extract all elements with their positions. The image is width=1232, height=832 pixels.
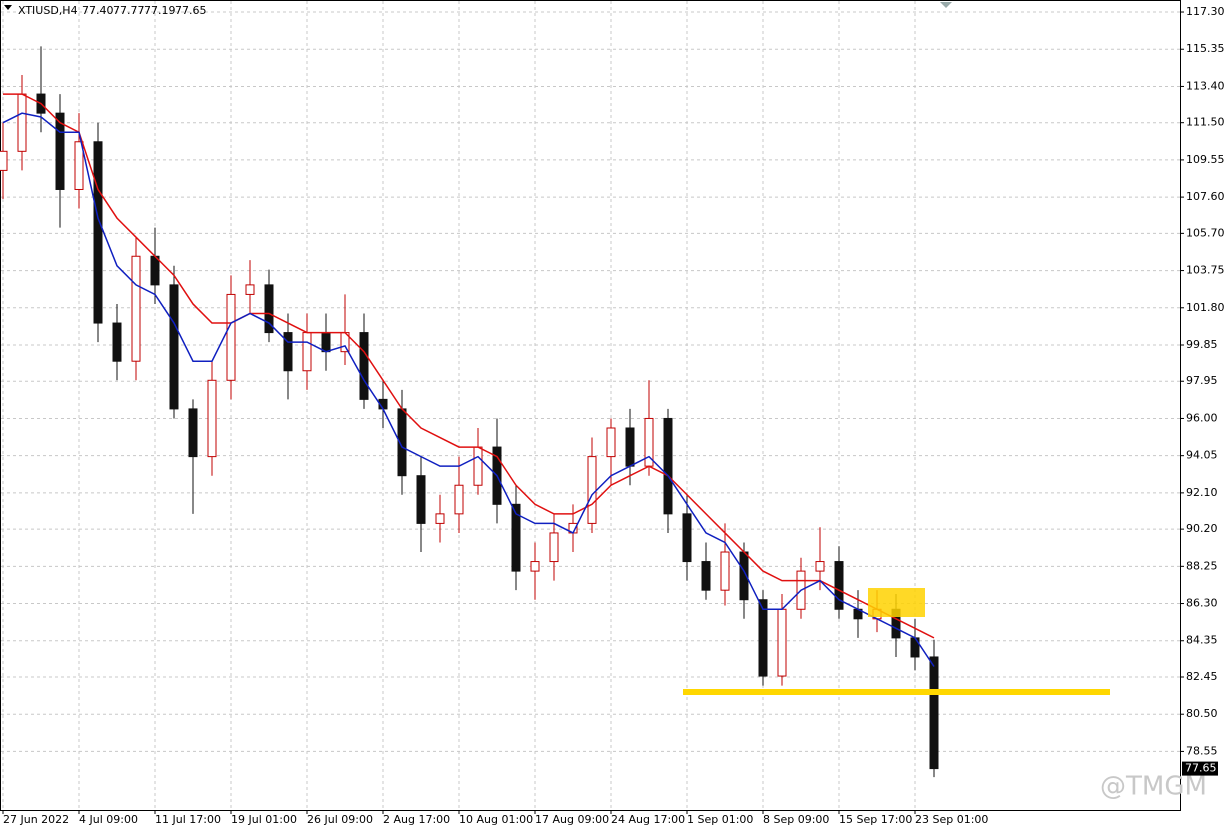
candle-body — [815, 561, 825, 572]
candle-body — [0, 150, 8, 171]
x-tick-label: 8 Sep 09:00 — [763, 813, 829, 826]
x-tick-label: 19 Jul 01:00 — [231, 813, 297, 826]
header-high: 77.77 — [113, 4, 145, 17]
y-tick-label: 94.05 — [1186, 449, 1218, 462]
candle-body — [530, 561, 540, 572]
candle-body — [245, 284, 255, 295]
candle-body — [17, 93, 27, 152]
candle-body — [321, 332, 331, 353]
moving-average — [2, 112, 935, 667]
x-tick-label: 1 Sep 01:00 — [687, 813, 753, 826]
y-tick-label: 92.10 — [1186, 486, 1218, 499]
header-low: 77.19 — [144, 4, 176, 17]
y-tick-label: 99.85 — [1186, 338, 1218, 351]
candle-body — [587, 456, 597, 524]
x-tick-label: 23 Sep 01:00 — [915, 813, 988, 826]
x-tick-label: 10 Aug 01:00 — [459, 813, 533, 826]
x-tick-label: 27 Jun 2022 — [3, 813, 69, 826]
x-tick-label: 11 Jul 17:00 — [155, 813, 221, 826]
candle-body — [834, 561, 844, 610]
y-tick-label: 80.50 — [1186, 707, 1218, 720]
symbol: XTIUSD,H4 — [18, 4, 78, 17]
y-tick-label: 105.70 — [1186, 226, 1225, 239]
candle-body — [454, 484, 464, 515]
y-tick-label: 96.00 — [1186, 411, 1218, 424]
menu-arrow[interactable] — [4, 5, 12, 10]
moving-average — [3, 93, 935, 639]
x-tick-label: 4 Jul 09:00 — [79, 813, 138, 826]
y-tick-label: 88.25 — [1186, 559, 1218, 572]
candle-body — [777, 608, 787, 677]
candle-body — [226, 293, 236, 381]
plot-frame — [0, 0, 1181, 811]
candle-body — [720, 551, 730, 591]
y-tick-label: 103.75 — [1186, 264, 1225, 277]
y-tick-label: 113.40 — [1186, 79, 1225, 92]
candle-body — [929, 656, 939, 770]
x-tick-label: 24 Aug 17:00 — [611, 813, 685, 826]
candle-body — [359, 332, 369, 400]
candle-body — [131, 255, 141, 362]
candle-body — [435, 513, 445, 524]
candle-body — [169, 284, 179, 410]
y-tick-label: 84.35 — [1186, 634, 1218, 647]
candle-body — [701, 561, 711, 591]
candle-body — [93, 141, 103, 324]
candle-body — [188, 408, 198, 458]
candle-body — [625, 427, 635, 467]
y-tick-label: 82.45 — [1186, 670, 1218, 683]
candle-body — [207, 379, 217, 458]
x-tick-label: 17 Aug 09:00 — [535, 813, 609, 826]
candle-body — [682, 513, 692, 563]
candle-body — [74, 141, 84, 190]
y-tick-label: 111.50 — [1186, 116, 1225, 129]
candle-body — [150, 255, 160, 286]
x-tick-label: 26 Jul 09:00 — [307, 813, 373, 826]
shift-marker[interactable] — [940, 2, 952, 8]
candle-body — [758, 599, 768, 677]
candle-body — [549, 532, 559, 563]
candle-body — [473, 446, 483, 486]
candle-body — [55, 112, 65, 190]
x-tick-label: 15 Sep 17:00 — [839, 813, 912, 826]
candle-body — [112, 322, 122, 362]
y-tick-label: 101.80 — [1186, 301, 1225, 314]
y-tick-label: 115.35 — [1186, 42, 1225, 55]
highlight-box — [868, 588, 925, 617]
x-tick-label: 2 Aug 17:00 — [383, 813, 450, 826]
y-tick-label: 107.60 — [1186, 190, 1225, 203]
candle-body — [264, 284, 274, 334]
y-tick-label: 97.95 — [1186, 374, 1218, 387]
candle-body — [283, 332, 293, 372]
y-tick-label: 90.20 — [1186, 522, 1218, 535]
y-tick-label: 109.55 — [1186, 153, 1225, 166]
y-tick-label: 86.30 — [1186, 597, 1218, 610]
candle-body — [302, 332, 312, 372]
candle-body — [511, 503, 521, 572]
last-price-box — [1182, 761, 1218, 776]
header-open: 77.40 — [82, 4, 114, 17]
candle-body — [416, 475, 426, 524]
candle-body — [663, 417, 673, 515]
y-tick-label: 78.55 — [1186, 744, 1218, 757]
y-tick-label: 117.30 — [1186, 5, 1225, 18]
watermark: @TMGM — [1100, 772, 1207, 802]
header-close: 77.65 — [175, 4, 207, 17]
last-price-label: 77.65 — [1185, 762, 1217, 775]
candle-body — [606, 427, 616, 458]
